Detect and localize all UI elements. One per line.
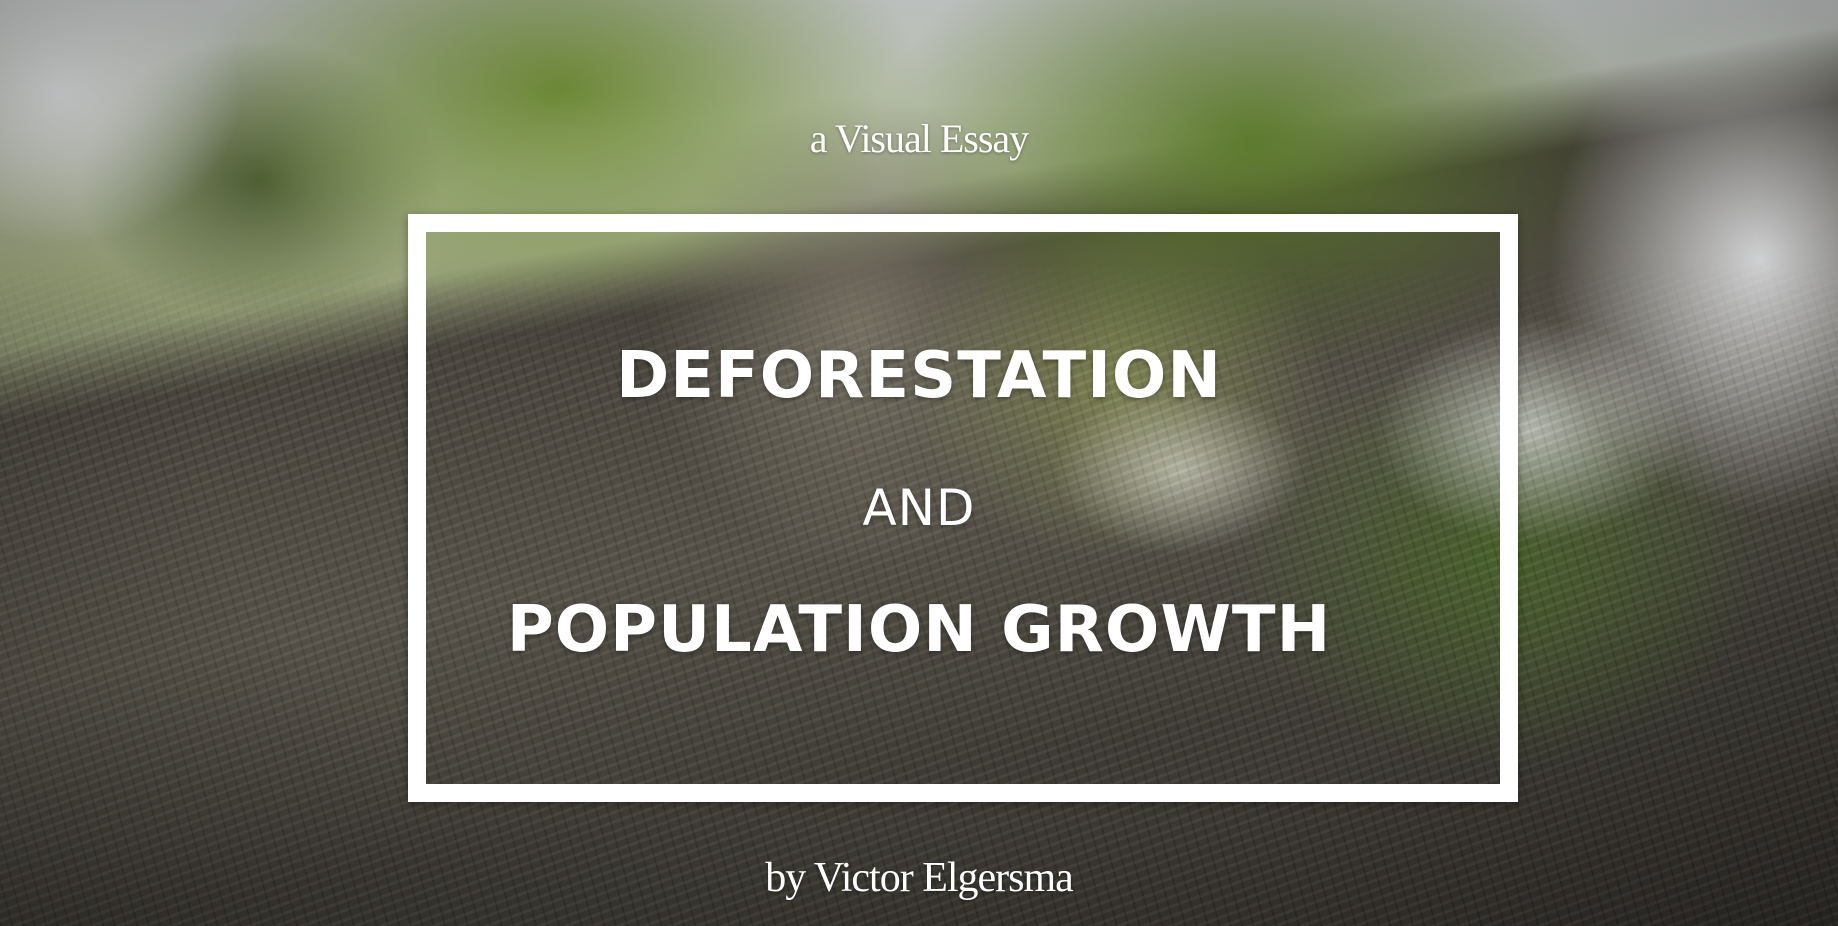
title-frame <box>408 214 1518 802</box>
essay-kicker: a Visual Essay <box>809 116 1029 161</box>
author-byline: by Victor Elgersma <box>765 855 1074 901</box>
title-line-population-growth: POPULATION GROWTH <box>506 593 1332 667</box>
title-connector: AND <box>862 479 976 537</box>
title-line-deforestation: DEFORESTATION <box>616 339 1222 413</box>
